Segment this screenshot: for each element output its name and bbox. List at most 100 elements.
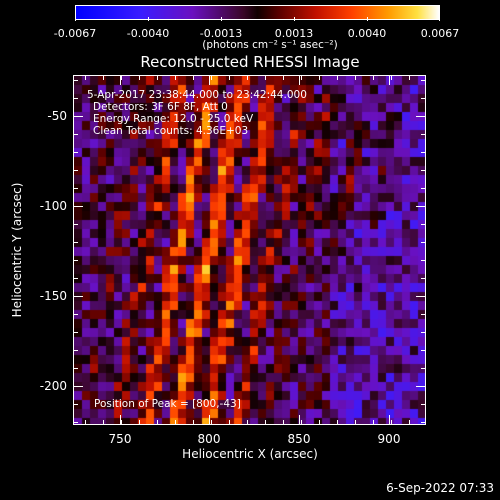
axis-tick-mark <box>157 420 158 425</box>
axis-tick-mark <box>355 420 356 425</box>
axis-tick-mark <box>421 134 426 135</box>
axis-tick-mark <box>421 368 426 369</box>
axis-tick-mark <box>73 116 78 117</box>
axis-tick-mark <box>85 75 86 80</box>
axis-tick-mark <box>319 420 320 425</box>
axis-tick-mark <box>121 75 122 80</box>
axis-tick-mark <box>301 420 302 425</box>
image-plot-area: 5-Apr-2017 23:38:44.000 to 23:42:44.000 … <box>73 75 426 425</box>
axis-tick-mark <box>421 404 426 405</box>
axis-tick-mark <box>73 314 78 315</box>
colorbar-tick-label: 0.0067 <box>420 27 460 40</box>
axis-tick-mark <box>209 415 210 425</box>
axis-tick-mark <box>73 404 78 405</box>
axis-tick-mark <box>283 420 284 425</box>
axis-tick-mark <box>373 75 374 80</box>
axis-tick-mark <box>247 75 248 80</box>
axis-tick-mark <box>301 75 302 80</box>
axis-tick-mark <box>283 75 284 80</box>
axis-tick-mark <box>73 296 83 297</box>
colorbar-tick-label: 0.0040 <box>347 27 387 40</box>
axis-tick-mark <box>121 420 122 425</box>
axis-tick-mark <box>175 420 176 425</box>
axis-tick-mark <box>103 420 104 425</box>
axis-tick-mark <box>73 242 78 243</box>
y-tick-label: -150 <box>39 289 67 303</box>
axis-tick-mark <box>337 75 338 80</box>
colorbar-tick-label: 0.0013 <box>274 27 314 40</box>
axis-tick-mark <box>421 386 426 387</box>
axis-tick-mark <box>73 422 78 423</box>
axis-tick-mark <box>73 260 78 261</box>
axis-tick-mark <box>73 80 78 81</box>
axis-tick-mark <box>421 98 426 99</box>
axis-tick-mark <box>120 415 121 425</box>
axis-tick-mark <box>409 75 410 80</box>
axis-tick-mark <box>193 420 194 425</box>
colorbar-tick-mark <box>439 17 440 21</box>
axis-tick-mark <box>421 260 426 261</box>
axis-tick-mark <box>299 415 300 425</box>
x-axis-label: Heliocentric X (arcsec) <box>182 447 318 461</box>
axis-tick-mark <box>421 350 426 351</box>
axis-tick-mark <box>103 75 104 80</box>
axis-tick-mark <box>319 75 320 80</box>
y-tick-label: -50 <box>47 109 67 123</box>
axis-tick-mark <box>229 420 230 425</box>
axis-tick-mark <box>209 75 210 85</box>
axis-tick-mark <box>73 116 83 117</box>
axis-tick-mark <box>391 75 392 80</box>
axis-tick-mark <box>73 170 78 171</box>
x-tick-label: 850 <box>287 432 311 446</box>
axis-tick-mark <box>337 420 338 425</box>
axis-tick-mark <box>421 242 426 243</box>
y-tick-label: -100 <box>39 199 67 213</box>
axis-tick-mark <box>421 206 426 207</box>
axis-tick-mark <box>355 75 356 80</box>
axis-tick-mark <box>421 422 426 423</box>
axis-tick-mark <box>409 420 410 425</box>
colorbar-tick-mark <box>294 17 295 21</box>
axis-tick-mark <box>73 206 78 207</box>
axis-tick-mark <box>73 386 78 387</box>
axis-tick-mark <box>421 296 426 297</box>
axis-tick-mark <box>421 278 426 279</box>
axis-tick-mark <box>389 75 390 85</box>
axis-tick-mark <box>139 420 140 425</box>
axis-tick-mark <box>421 332 426 333</box>
plot-timestamp: 6-Sep-2022 07:33 <box>386 481 494 495</box>
axis-tick-mark <box>389 415 390 425</box>
axis-tick-mark <box>73 296 78 297</box>
heatmap-image <box>74 76 425 424</box>
annotation-detectors: Detectors: 3F 6F 8F, Att 0 <box>93 101 228 113</box>
y-axis-label: Heliocentric Y (arcsec) <box>10 182 24 318</box>
annotation-peak-position: Position of Peak = [800,-43] <box>94 398 241 410</box>
annotation-time-range: 5-Apr-2017 23:38:44.000 to 23:42:44.000 <box>87 89 307 101</box>
axis-tick-mark <box>247 420 248 425</box>
axis-tick-mark <box>139 75 140 80</box>
axis-tick-mark <box>73 368 78 369</box>
axis-tick-mark <box>73 278 78 279</box>
axis-tick-mark <box>73 350 78 351</box>
axis-tick-mark <box>73 98 78 99</box>
axis-tick-mark <box>73 332 78 333</box>
colorbar-tick-mark <box>148 17 149 21</box>
axis-tick-mark <box>120 75 121 85</box>
axis-tick-mark <box>211 75 212 80</box>
axis-tick-mark <box>73 152 78 153</box>
axis-tick-mark <box>421 188 426 189</box>
axis-tick-mark <box>229 75 230 80</box>
colorbar <box>75 5 440 20</box>
axis-tick-mark <box>73 134 78 135</box>
colorbar-units: (photons cm⁻² s⁻¹ asec⁻²) <box>202 39 338 51</box>
colorbar-tick-mark <box>221 17 222 21</box>
axis-tick-mark <box>157 75 158 80</box>
axis-tick-mark <box>299 75 300 85</box>
axis-tick-mark <box>421 170 426 171</box>
axis-tick-mark <box>73 386 83 387</box>
axis-tick-mark <box>391 420 392 425</box>
axis-tick-mark <box>421 224 426 225</box>
axis-tick-mark <box>73 206 83 207</box>
annotation-clean-counts: Clean Total counts: 4.36E+03 <box>93 125 249 137</box>
colorbar-tick-label: -0.0013 <box>199 27 243 40</box>
